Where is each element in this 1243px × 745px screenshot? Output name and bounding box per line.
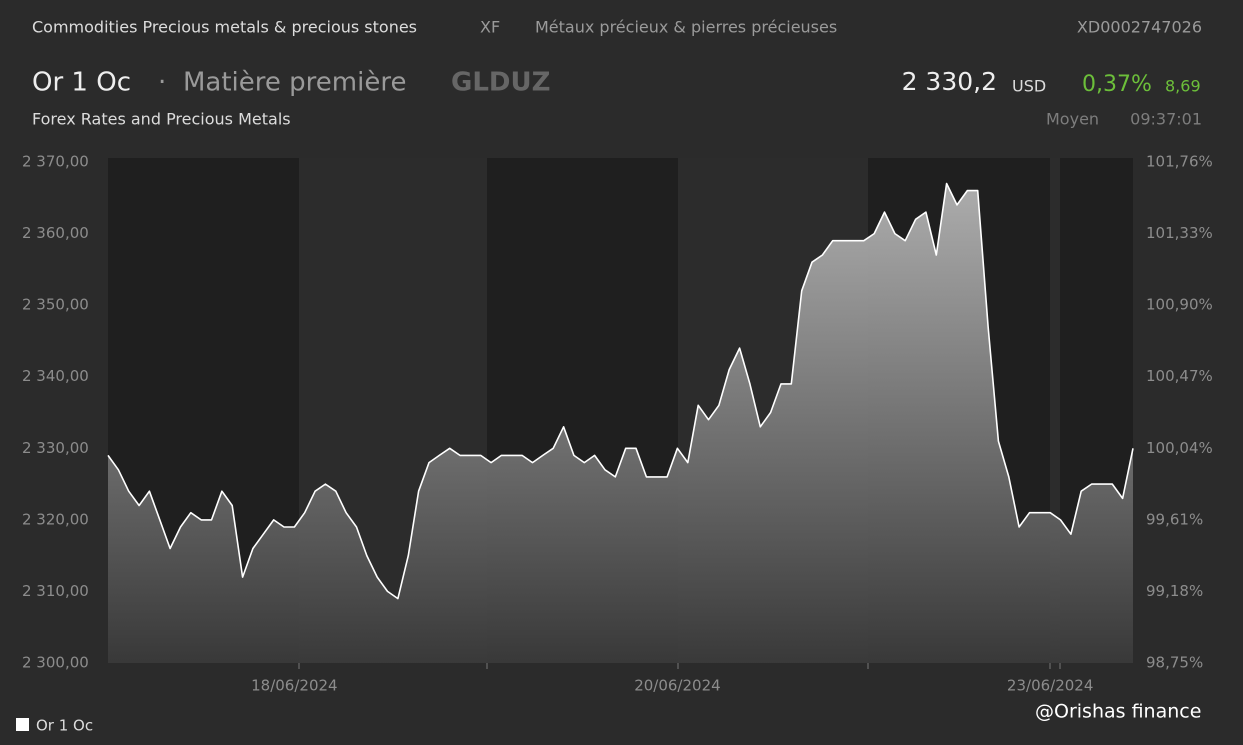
x-tick-label: 23/06/2024 <box>1007 677 1093 695</box>
legend-label: Or 1 Oc <box>36 717 93 735</box>
watermark: @Orishas finance <box>1035 701 1201 723</box>
x-tick-label: 18/06/2024 <box>251 677 337 695</box>
y2-tick-label: 101,76% <box>1146 153 1213 171</box>
time: 09:37:01 <box>1130 110 1202 129</box>
ticker: GLDUZ <box>451 68 550 98</box>
y2-tick-label: 100,47% <box>1146 367 1213 385</box>
separator: · <box>158 68 166 98</box>
y-tick-label: 2 340,00 <box>22 367 89 385</box>
currency: USD <box>1012 77 1046 96</box>
change-pct: 0,37% <box>1082 72 1152 97</box>
y-tick-label: 2 350,00 <box>22 296 89 314</box>
y2-tick-label: 101,33% <box>1146 224 1213 242</box>
category: Commodities Precious metals & precious s… <box>32 18 417 37</box>
isin: XD0002747026 <box>1077 18 1202 37</box>
y-tick-label: 2 320,00 <box>22 510 89 528</box>
category-fr: Métaux précieux & pierres précieuses <box>535 18 837 37</box>
legend-swatch <box>16 718 29 731</box>
y-tick-label: 2 370,00 <box>22 153 89 171</box>
asset-type: Matière première <box>183 68 406 98</box>
y-tick-label: 2 310,00 <box>22 582 89 600</box>
area-fill <box>108 183 1133 663</box>
instrument-name: Or 1 Oc <box>32 68 131 98</box>
y2-tick-label: 98,75% <box>1146 654 1203 672</box>
day-band <box>1050 158 1060 663</box>
price: 2 330,2 <box>902 67 997 96</box>
y2-tick-label: 100,04% <box>1146 439 1213 457</box>
y-tick-label: 2 360,00 <box>22 224 89 242</box>
change-abs: 8,69 <box>1165 77 1201 96</box>
y-tick-label: 2 300,00 <box>22 654 89 672</box>
exchange: XF <box>480 18 500 37</box>
y2-tick-label: 100,90% <box>1146 296 1213 314</box>
price-line <box>107 182 1134 600</box>
x-tick-label: 20/06/2024 <box>634 677 720 695</box>
y-tick-label: 2 330,00 <box>22 439 89 457</box>
y2-tick-label: 99,18% <box>1146 582 1203 600</box>
day-ticks <box>298 663 1061 669</box>
y2-tick-label: 99,61% <box>1146 510 1203 528</box>
price-type: Moyen <box>1046 110 1099 129</box>
source: Forex Rates and Precious Metals <box>32 110 291 129</box>
